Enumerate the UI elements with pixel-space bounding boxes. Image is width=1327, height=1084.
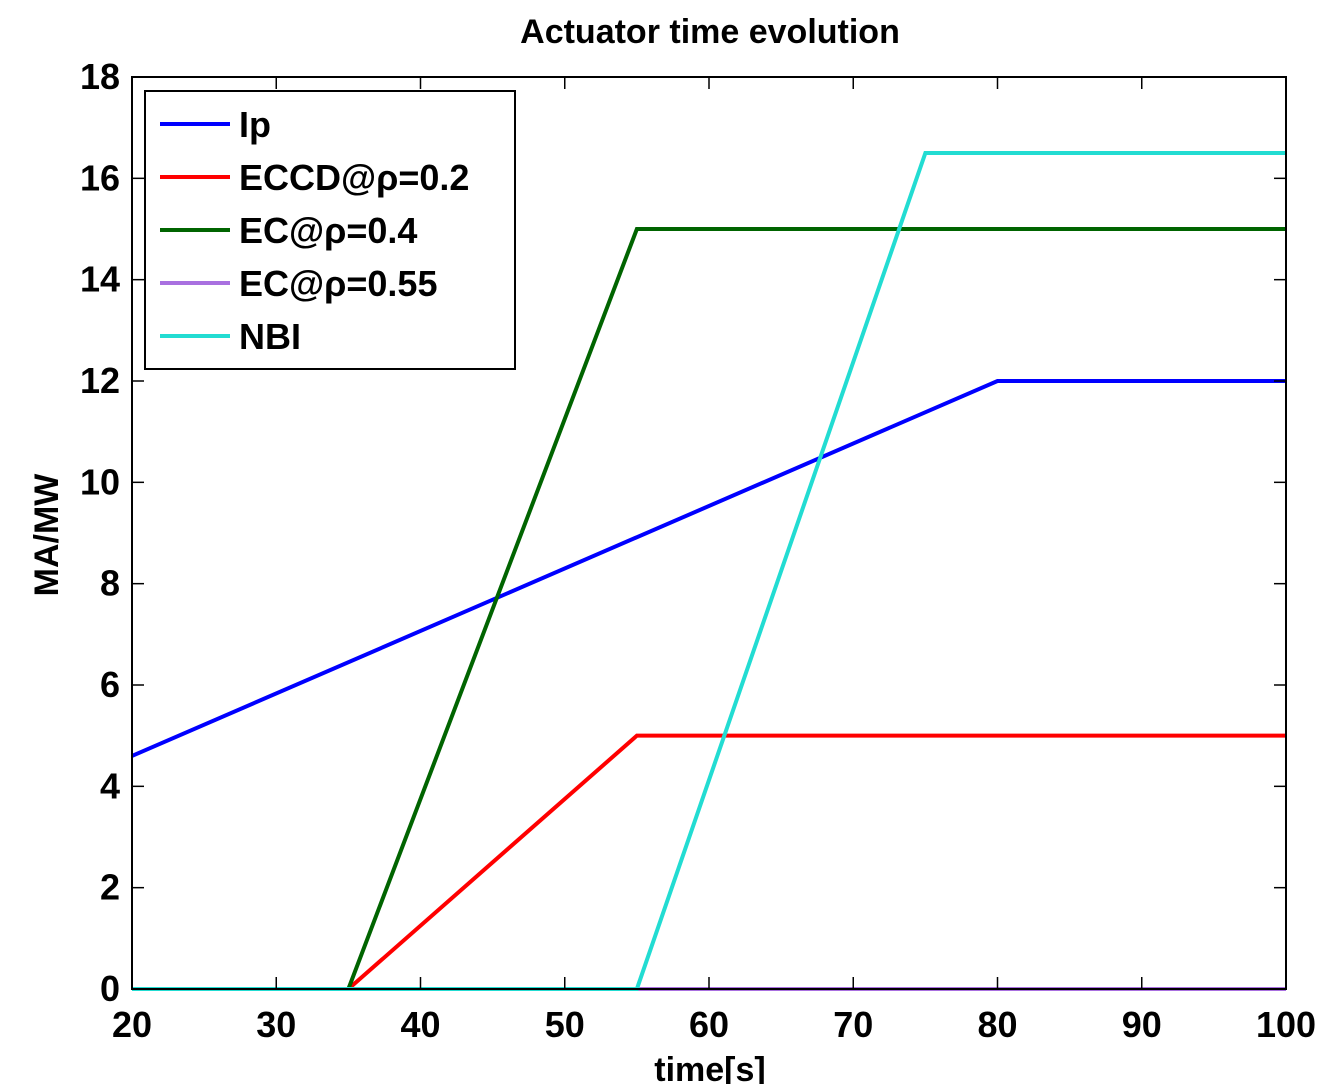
series-line-1: [132, 733, 1286, 991]
chart-title: Actuator time evolution: [520, 13, 900, 51]
legend-label-3: EC@ρ=0.55: [239, 263, 437, 304]
tick-layer: 20 30 40 50 60 70 80 90 100 0 2 4 6 8 10 12 14 16 18: [80, 56, 1316, 1045]
x-tick-label: 80: [977, 1004, 1017, 1045]
y-tick-label: 0: [100, 968, 120, 1009]
y-tick-label: 14: [80, 259, 120, 300]
x-tick-label: 20: [112, 1004, 152, 1045]
y-tick-label: 16: [80, 157, 120, 198]
y-tick-label: 10: [80, 461, 120, 502]
x-tick-label: 70: [833, 1004, 873, 1045]
y-axis-label: MA/MW: [28, 473, 66, 597]
x-axis-label: time[s]: [654, 1051, 765, 1084]
y-tick-label: 4: [100, 765, 120, 806]
legend-label-1: ECCD@ρ=0.2: [239, 157, 469, 198]
legend-label-0: Ip: [239, 104, 271, 145]
legend-label-2: EC@ρ=0.4: [239, 210, 417, 251]
y-tick-label: 18: [80, 56, 120, 97]
x-tick-label: 40: [400, 1004, 440, 1045]
x-tick-label: 50: [545, 1004, 585, 1045]
y-tick-label: 2: [100, 867, 120, 908]
x-tick-label: 60: [689, 1004, 729, 1045]
y-tick-label: 12: [80, 360, 120, 401]
x-tick-label: 90: [1122, 1004, 1162, 1045]
series-line-0: [131, 379, 1286, 758]
y-tick-label: 8: [100, 563, 120, 604]
legend-label-4: NBI: [239, 316, 301, 357]
x-tick-label: 30: [256, 1004, 296, 1045]
legend: Ip ECCD@ρ=0.2 EC@ρ=0.4 EC@ρ=0.55 NBI: [144, 90, 516, 370]
plot-frame: [131, 76, 1287, 990]
y-tick-label: 6: [100, 664, 120, 705]
x-tick-label: 100: [1256, 1004, 1316, 1045]
